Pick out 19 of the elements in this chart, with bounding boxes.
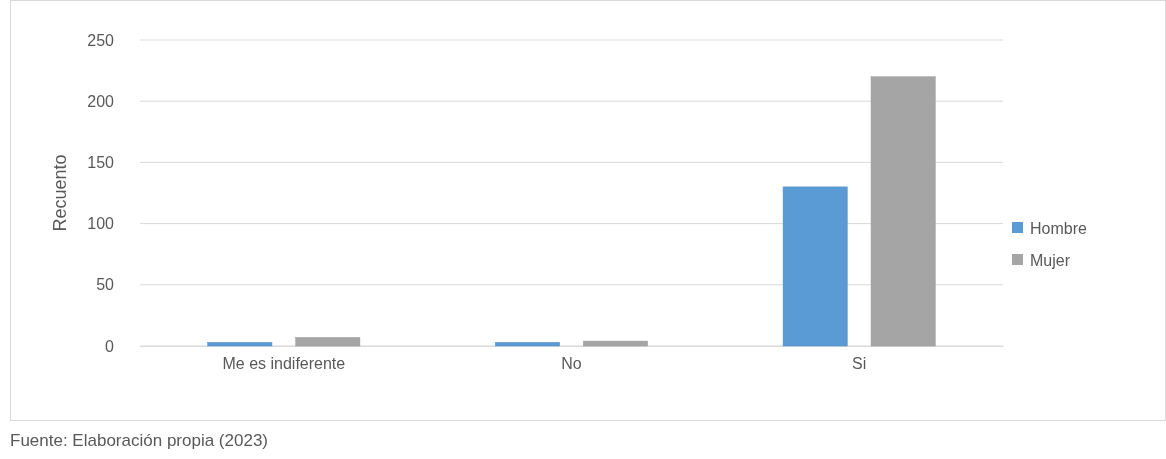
x-tick-label: Me es indiferente	[222, 355, 346, 373]
y-tick-label: 150	[87, 154, 115, 172]
y-tick-label: 200	[87, 92, 115, 110]
legend-label: Mujer	[1030, 251, 1071, 269]
y-tick-label: 50	[96, 276, 115, 294]
y-tick-label: 250	[87, 31, 115, 49]
bar	[207, 342, 273, 347]
bar	[295, 337, 361, 347]
legend-label: Hombre	[1030, 219, 1088, 237]
x-tick-label: No	[561, 355, 582, 373]
bar	[782, 186, 848, 347]
source-note: Fuente: Elaboración propia (2023)	[10, 431, 268, 450]
y-tick-label: 0	[105, 337, 115, 355]
y-tick-label: 100	[87, 215, 115, 233]
bar	[870, 76, 936, 347]
y-axis-title: Recuento	[50, 154, 70, 232]
bar	[583, 340, 648, 347]
x-tick-label: Si	[852, 355, 867, 373]
bar	[495, 342, 560, 347]
